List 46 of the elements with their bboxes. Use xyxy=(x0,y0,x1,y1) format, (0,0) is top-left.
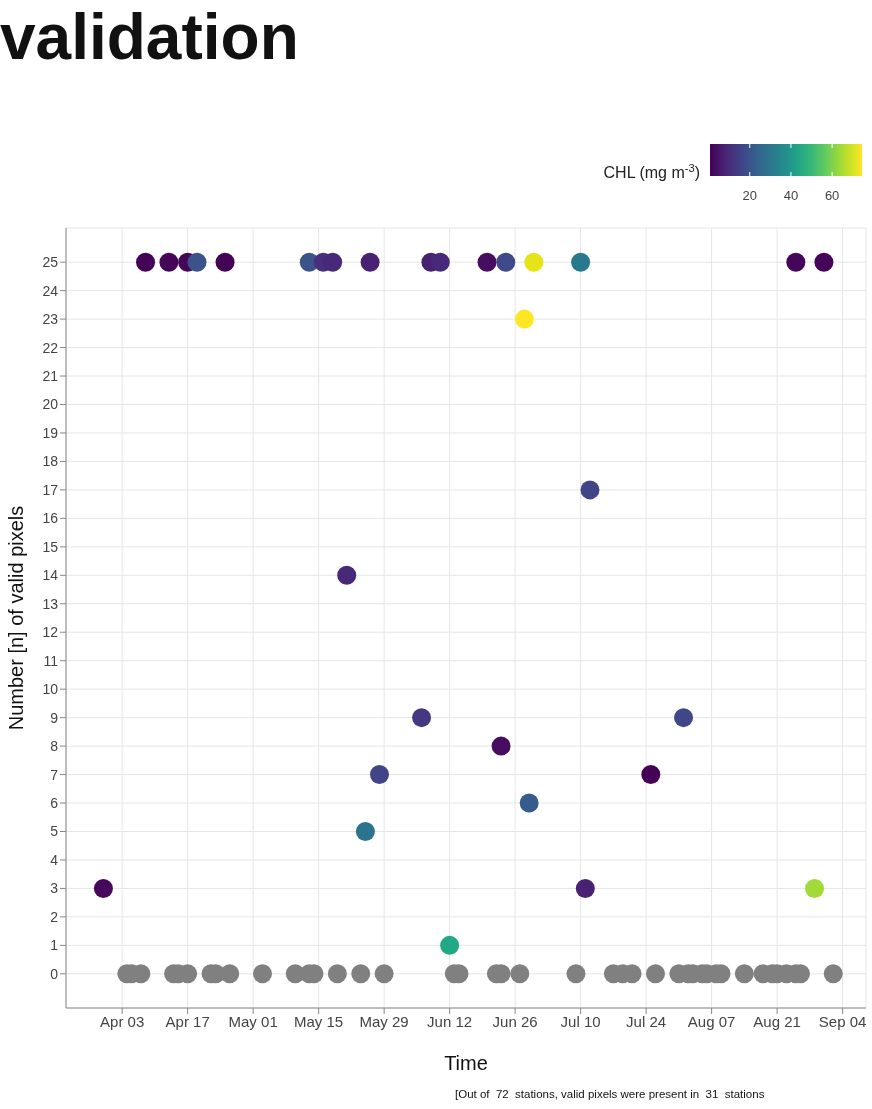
y-tick-label: 10 xyxy=(42,681,59,698)
y-tick-label: 14 xyxy=(42,567,59,584)
y-tick-label: 6 xyxy=(50,795,59,812)
y-tick-label: 9 xyxy=(50,709,59,726)
y-tick-label: 2 xyxy=(50,908,59,925)
y-tick-label: 13 xyxy=(42,595,59,612)
y-tick-label: 25 xyxy=(42,254,59,271)
y-tick-label: 18 xyxy=(42,453,59,470)
y-tick-label: 19 xyxy=(42,424,59,441)
chart-title: validation xyxy=(0,0,299,75)
x-tick-label: Apr 17 xyxy=(165,1012,210,1030)
y-tick-label: 20 xyxy=(42,396,59,413)
color-bar-label: 20 xyxy=(742,188,757,203)
x-axis-title: Time xyxy=(444,1052,488,1074)
y-tick-label: 8 xyxy=(50,738,59,755)
x-tick-label: Jun 26 xyxy=(492,1012,538,1030)
y-axis-title: Number [n] of valid pixels xyxy=(5,505,28,731)
y-tick-label: 15 xyxy=(42,538,59,555)
y-tick-label: 21 xyxy=(42,368,59,384)
x-tick-label: Apr 03 xyxy=(100,1012,145,1030)
y-tick-label: 7 xyxy=(50,766,59,783)
color-bar-label: 60 xyxy=(824,188,840,203)
color-bar-label: 40 xyxy=(783,188,799,203)
x-tick-label: Jul 10 xyxy=(560,1012,601,1030)
x-tick-label: Jun 12 xyxy=(427,1012,473,1030)
x-tick-label: Aug 07 xyxy=(687,1012,736,1030)
x-tick-label: Sep 04 xyxy=(818,1012,867,1030)
x-tick-label: May 01 xyxy=(228,1012,278,1030)
y-tick-label: 12 xyxy=(42,624,59,641)
x-tick-label: May 29 xyxy=(359,1012,409,1030)
x-tick-label: Jul 24 xyxy=(626,1012,667,1030)
x-tick-label: May 15 xyxy=(294,1012,344,1030)
y-tick-label: 1 xyxy=(50,937,59,954)
y-tick-label: 11 xyxy=(43,652,59,669)
x-tick-label: Aug 21 xyxy=(753,1012,801,1030)
color-bar-title: CHL (mg m$^{-3}$) xyxy=(603,162,700,181)
text: [Out of 72 stations, valid pixels were present in 31 stations xyxy=(455,1088,765,1100)
y-tick-label: 5 xyxy=(50,823,59,840)
y-tick-label: 17 xyxy=(42,481,59,498)
y-tick-label: 3 xyxy=(50,880,59,897)
y-tick-label: 4 xyxy=(50,851,59,868)
y-tick-label: 23 xyxy=(42,311,59,328)
y-tick-label: 22 xyxy=(42,339,59,356)
y-tick-label: 24 xyxy=(42,282,59,299)
y-tick-label: 16 xyxy=(42,510,59,527)
y-tick-label: 0 xyxy=(50,965,59,982)
